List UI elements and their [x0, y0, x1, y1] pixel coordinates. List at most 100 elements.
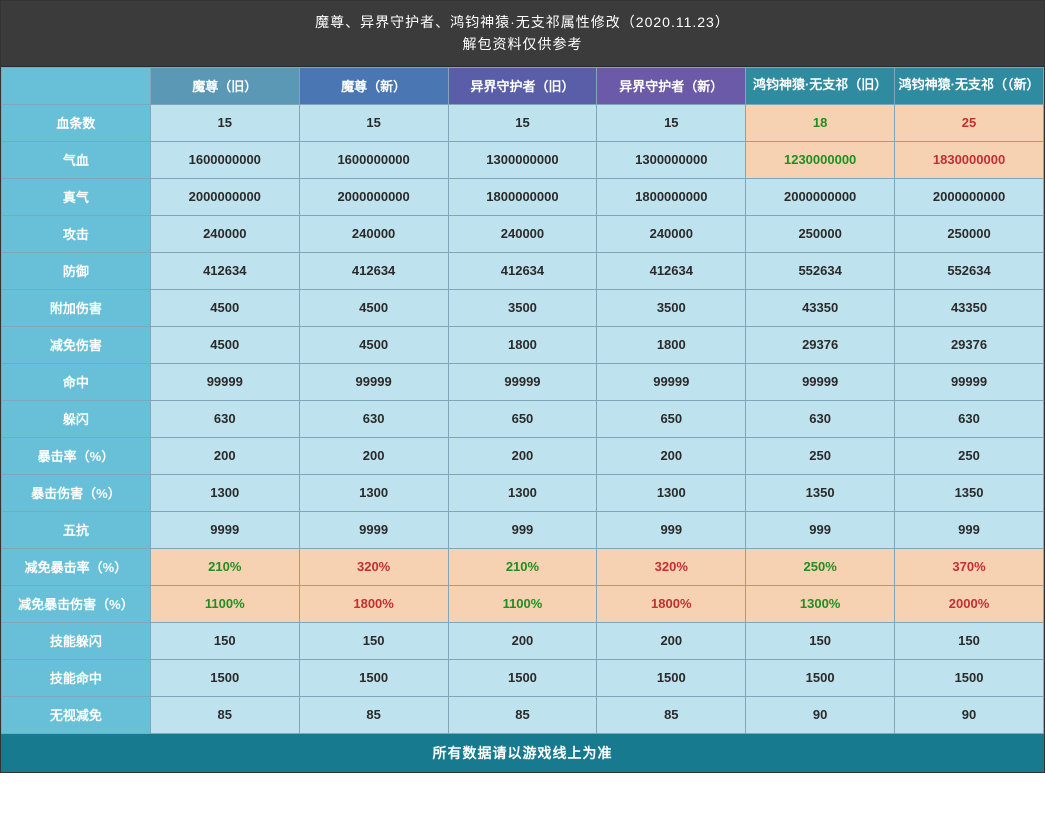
column-header: 异界守护者（旧）	[448, 67, 597, 104]
table-row: 附加伤害45004500350035004335043350	[2, 289, 1044, 326]
table-cell: 1300000000	[597, 141, 746, 178]
row-header: 技能命中	[2, 659, 151, 696]
table-row: 气血16000000001600000000130000000013000000…	[2, 141, 1044, 178]
row-header: 暴击伤害（%）	[2, 474, 151, 511]
table-cell: 15	[448, 104, 597, 141]
table-row: 技能命中150015001500150015001500	[2, 659, 1044, 696]
column-header: 异界守护者（新）	[597, 67, 746, 104]
table-cell: 150	[150, 622, 299, 659]
table-cell: 1600000000	[299, 141, 448, 178]
table-cell: 4500	[150, 326, 299, 363]
title-line-2: 解包资料仅供参考	[7, 33, 1038, 55]
header-corner	[2, 67, 151, 104]
table-cell: 15	[597, 104, 746, 141]
table-row: 攻击240000240000240000240000250000250000	[2, 215, 1044, 252]
table-cell: 999	[895, 511, 1044, 548]
table-row: 防御412634412634412634412634552634552634	[2, 252, 1044, 289]
table-cell: 15	[299, 104, 448, 141]
table-cell: 9999	[299, 511, 448, 548]
table-cell: 999	[597, 511, 746, 548]
table-cell: 1500	[746, 659, 895, 696]
table-cell: 999	[746, 511, 895, 548]
table-cell: 15	[150, 104, 299, 141]
table-cell: 99999	[597, 363, 746, 400]
table-cell: 1300	[150, 474, 299, 511]
table-cell: 1500	[150, 659, 299, 696]
table-cell: 4500	[299, 326, 448, 363]
table-cell: 1500	[299, 659, 448, 696]
table-cell: 240000	[448, 215, 597, 252]
table-row: 真气20000000002000000000180000000018000000…	[2, 178, 1044, 215]
table-cell: 150	[895, 622, 1044, 659]
table-cell: 210%	[448, 548, 597, 585]
table-cell: 99999	[299, 363, 448, 400]
table-cell: 2000%	[895, 585, 1044, 622]
table-header-row: 魔尊（旧）魔尊（新）异界守护者（旧）异界守护者（新）鸿钧神猿·无支祁（旧）鸿钧神…	[2, 67, 1044, 104]
table-cell: 630	[150, 400, 299, 437]
table-cell: 1500	[448, 659, 597, 696]
row-header: 无视减免	[2, 696, 151, 733]
table-cell: 240000	[150, 215, 299, 252]
table-cell: 1800%	[299, 585, 448, 622]
table-cell: 99999	[895, 363, 1044, 400]
table-cell: 200	[448, 622, 597, 659]
table-cell: 412634	[448, 252, 597, 289]
table-cell: 1300%	[746, 585, 895, 622]
table-cell: 90	[746, 696, 895, 733]
table-cell: 320%	[597, 548, 746, 585]
table-cell: 630	[895, 400, 1044, 437]
table-cell: 630	[299, 400, 448, 437]
table-cell: 85	[597, 696, 746, 733]
table-cell: 150	[299, 622, 448, 659]
table-cell: 200	[597, 437, 746, 474]
column-header: 鸿钧神猿·无支祁（旧）	[746, 67, 895, 104]
table-cell: 1600000000	[150, 141, 299, 178]
table-row: 无视减免858585859090	[2, 696, 1044, 733]
row-header: 真气	[2, 178, 151, 215]
row-header: 减免暴击伤害（%）	[2, 585, 151, 622]
row-header: 攻击	[2, 215, 151, 252]
table-cell: 412634	[150, 252, 299, 289]
table-cell: 1830000000	[895, 141, 1044, 178]
table-cell: 18	[746, 104, 895, 141]
table-row: 减免暴击伤害（%）1100%1800%1100%1800%1300%2000%	[2, 585, 1044, 622]
table-cell: 1350	[746, 474, 895, 511]
table-cell: 1800000000	[597, 178, 746, 215]
table-cell: 99999	[746, 363, 895, 400]
table-row: 五抗99999999999999999999	[2, 511, 1044, 548]
table-cell: 1300	[597, 474, 746, 511]
table-cell: 85	[150, 696, 299, 733]
table-cell: 1230000000	[746, 141, 895, 178]
table-cell: 1800	[597, 326, 746, 363]
table-cell: 1800000000	[448, 178, 597, 215]
table-cell: 200	[448, 437, 597, 474]
table-cell: 2000000000	[746, 178, 895, 215]
table-container: 魔尊、异界守护者、鸿钧神猿·无支祁属性修改（2020.11.23） 解包资料仅供…	[0, 0, 1045, 773]
row-header: 暴击率（%）	[2, 437, 151, 474]
table-cell: 552634	[895, 252, 1044, 289]
table-row: 命中999999999999999999999999999999	[2, 363, 1044, 400]
table-cell: 85	[448, 696, 597, 733]
table-cell: 99999	[150, 363, 299, 400]
row-header: 减免暴击率（%）	[2, 548, 151, 585]
table-cell: 210%	[150, 548, 299, 585]
table-cell: 90	[895, 696, 1044, 733]
table-cell: 1300	[448, 474, 597, 511]
table-cell: 9999	[150, 511, 299, 548]
table-cell: 1100%	[150, 585, 299, 622]
table-cell: 240000	[597, 215, 746, 252]
table-body: 血条数151515151825气血16000000001600000000130…	[2, 104, 1044, 733]
table-cell: 1500	[895, 659, 1044, 696]
table-row: 暴击率（%）200200200200250250	[2, 437, 1044, 474]
table-row: 减免暴击率（%）210%320%210%320%250%370%	[2, 548, 1044, 585]
table-cell: 1800	[448, 326, 597, 363]
footer-bar: 所有数据请以游戏线上为准	[1, 734, 1044, 772]
table-cell: 43350	[895, 289, 1044, 326]
table-cell: 1300000000	[448, 141, 597, 178]
table-cell: 250	[746, 437, 895, 474]
row-header: 气血	[2, 141, 151, 178]
table-cell: 29376	[895, 326, 1044, 363]
row-header: 躲闪	[2, 400, 151, 437]
table-cell: 85	[299, 696, 448, 733]
table-cell: 240000	[299, 215, 448, 252]
